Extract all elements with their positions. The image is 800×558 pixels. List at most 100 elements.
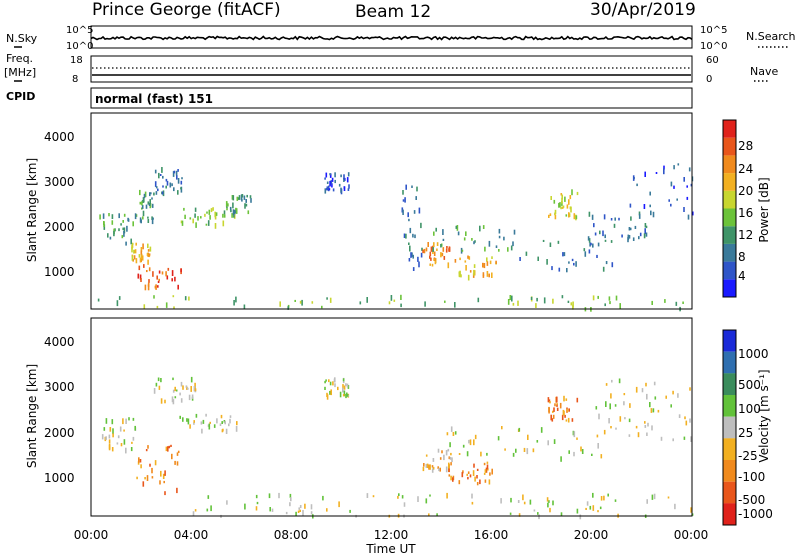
nsky-label: N.Sky bbox=[6, 32, 38, 45]
scatter-cell bbox=[446, 432, 449, 436]
scatter-cell bbox=[564, 414, 566, 418]
scatter-cell bbox=[150, 192, 152, 195]
scatter-cell bbox=[109, 236, 112, 240]
scatter-cell bbox=[587, 236, 590, 241]
scatter-cell bbox=[651, 425, 653, 431]
nsearch-label: N.Search bbox=[746, 30, 796, 43]
scatter-cell bbox=[137, 273, 140, 279]
scatter-cell bbox=[347, 188, 350, 191]
scatter-cell bbox=[294, 299, 296, 302]
scatter-cell bbox=[483, 263, 486, 269]
scatter-cell bbox=[552, 410, 554, 413]
scatter-cell bbox=[471, 501, 474, 505]
scatter-cell bbox=[403, 502, 406, 507]
scatter-cell bbox=[418, 261, 420, 268]
scatter-cell bbox=[111, 220, 114, 225]
scatter-cell bbox=[340, 174, 342, 178]
scatter-cell bbox=[573, 213, 576, 220]
scatter-cell bbox=[189, 217, 192, 220]
velocity-cbar-100: 100 bbox=[738, 402, 761, 416]
scatter-cell bbox=[650, 210, 652, 216]
scatter-cell bbox=[513, 229, 516, 235]
scatter-cell bbox=[172, 399, 175, 405]
scatter-cell bbox=[581, 449, 584, 454]
scatter-cell bbox=[116, 442, 119, 445]
scatter-cell bbox=[297, 510, 300, 513]
scatter-cell bbox=[400, 303, 402, 308]
scatter-cell bbox=[400, 294, 402, 300]
scatter-cell bbox=[683, 177, 685, 182]
xtick-0: 00:00 bbox=[74, 528, 109, 542]
xtick-1: 04:00 bbox=[174, 528, 209, 542]
scatter-cell bbox=[442, 238, 445, 241]
scatter-cell bbox=[174, 386, 176, 392]
scatter-cell bbox=[632, 237, 635, 241]
scatter-cell bbox=[597, 242, 600, 247]
scatter-cell bbox=[420, 222, 422, 229]
scatter-cell bbox=[143, 264, 145, 268]
scatter-cell bbox=[572, 301, 574, 308]
scatter-cell bbox=[139, 274, 142, 280]
scatter-cell bbox=[471, 238, 473, 241]
scatter-cell bbox=[549, 242, 552, 247]
scatter-cell bbox=[573, 431, 576, 438]
scatter-cell bbox=[214, 223, 217, 229]
scatter-cell bbox=[448, 456, 451, 460]
scatter-cell bbox=[187, 387, 189, 390]
velocity-scatter bbox=[101, 376, 694, 520]
scatter-cell bbox=[177, 450, 180, 453]
scatter-cell bbox=[339, 391, 342, 398]
scatter-cell bbox=[550, 196, 552, 200]
scatter-cell bbox=[393, 299, 396, 302]
scatter-cell bbox=[623, 393, 626, 396]
scatter-cell bbox=[170, 444, 172, 447]
scatter-cell bbox=[554, 209, 557, 215]
scatter-cell bbox=[517, 300, 519, 306]
scatter-cell bbox=[212, 207, 214, 211]
scatter-cell bbox=[184, 296, 187, 301]
scatter-cell bbox=[497, 436, 500, 441]
scatter-cell bbox=[118, 228, 120, 232]
scatter-cell bbox=[164, 399, 166, 404]
scatter-cell bbox=[153, 192, 155, 196]
scatter-cell bbox=[692, 211, 694, 216]
scatter-cell bbox=[200, 216, 202, 219]
scatter-cell bbox=[311, 301, 314, 304]
scatter-cell bbox=[155, 382, 158, 387]
scatter-cell bbox=[433, 231, 435, 236]
scatter-cell bbox=[133, 255, 136, 260]
scatter-cell bbox=[561, 414, 564, 421]
scatter-cell bbox=[632, 175, 635, 181]
scatter-cell bbox=[304, 503, 306, 509]
scatter-cell bbox=[605, 383, 608, 386]
scatter-cell bbox=[247, 210, 250, 215]
scatter-cell bbox=[157, 280, 160, 283]
scatter-cell bbox=[597, 443, 599, 449]
scatter-cell bbox=[151, 216, 153, 220]
scatter-cell bbox=[542, 239, 545, 242]
velocity-y-ticks: 4000 3000 2000 1000 bbox=[44, 335, 75, 485]
scatter-cell bbox=[194, 388, 197, 392]
scatter-cell bbox=[602, 230, 604, 237]
scatter-cell bbox=[565, 398, 568, 401]
scatter-cell bbox=[179, 392, 181, 396]
scatter-cell bbox=[165, 446, 168, 452]
scatter-cell bbox=[402, 199, 405, 202]
scatter-cell bbox=[558, 202, 560, 208]
scatter-cell bbox=[450, 462, 452, 466]
scatter-cell bbox=[623, 401, 625, 406]
scatter-cell bbox=[683, 436, 686, 440]
scatter-cell bbox=[598, 413, 600, 420]
colorbar-segment bbox=[723, 190, 736, 209]
scatter-cell bbox=[569, 195, 572, 200]
scatter-cell bbox=[135, 214, 138, 217]
scatter-cell bbox=[547, 440, 549, 446]
scatter-cell bbox=[245, 199, 247, 203]
scatter-cell bbox=[328, 188, 331, 191]
scatter-cell bbox=[458, 271, 461, 277]
scatter-cell bbox=[560, 206, 562, 210]
scatter-cell bbox=[165, 302, 168, 308]
scatter-cell bbox=[205, 413, 207, 417]
scatter-cell bbox=[558, 267, 561, 272]
scatter-cell bbox=[164, 470, 166, 476]
